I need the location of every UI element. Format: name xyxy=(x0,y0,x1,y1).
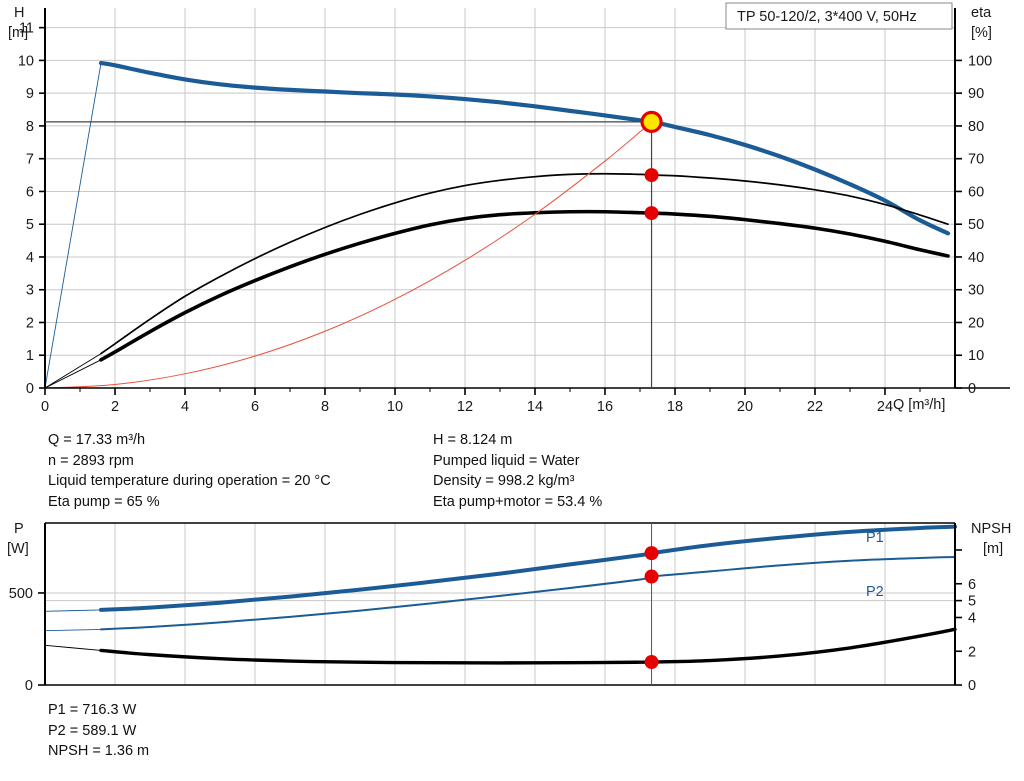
lower-curves xyxy=(44,524,957,665)
duty-info-right-line-1: Pumped liquid = Water xyxy=(433,452,580,469)
svg-text:8: 8 xyxy=(26,119,34,135)
lower-tick-labels: 0 500 0 2 456 xyxy=(9,577,976,694)
svg-text:10: 10 xyxy=(968,348,984,364)
upper-duty-markers xyxy=(45,110,663,388)
svg-text:100: 100 xyxy=(968,53,992,69)
svg-text:0: 0 xyxy=(25,678,33,694)
power-info-line-2: NPSH = 1.36 m xyxy=(48,743,150,759)
duty-info-right-line-0: H = 8.124 m xyxy=(433,432,513,448)
svg-text:70: 70 xyxy=(968,152,984,168)
lower-y-right-unit: [m] xyxy=(983,541,1003,557)
svg-text:1: 1 xyxy=(26,348,34,364)
duty-info-left-line-2: Liquid temperature during operation = 20… xyxy=(48,473,331,489)
upper-axes xyxy=(39,8,1010,395)
svg-text:0: 0 xyxy=(968,381,976,397)
svg-text:10: 10 xyxy=(387,399,403,415)
svg-text:2: 2 xyxy=(26,315,34,331)
duty-info-left-line-3: Eta pump = 65 % xyxy=(48,493,160,510)
svg-text:9: 9 xyxy=(26,86,34,102)
svg-text:90: 90 xyxy=(968,86,984,102)
duty-info-left-line-1: n = 2893 rpm xyxy=(48,452,134,469)
svg-text:7: 7 xyxy=(26,152,34,168)
svg-text:6: 6 xyxy=(968,577,976,593)
lower-y-right-title: NPSH xyxy=(971,521,1011,537)
upper-gridlines xyxy=(45,8,955,388)
curve-label-p1: P1 xyxy=(866,530,884,546)
svg-text:18: 18 xyxy=(667,399,683,415)
svg-text:4: 4 xyxy=(968,611,976,627)
duty-info-right-line-3: Eta pump+motor = 53.4 % xyxy=(433,493,603,510)
svg-text:6: 6 xyxy=(26,184,34,200)
svg-text:5: 5 xyxy=(968,594,976,610)
upper-y-right-unit: [%] xyxy=(971,25,992,41)
svg-text:12: 12 xyxy=(457,399,473,415)
svg-text:10: 10 xyxy=(18,53,34,69)
svg-text:4: 4 xyxy=(181,399,189,415)
svg-text:30: 30 xyxy=(968,283,984,299)
svg-text:80: 80 xyxy=(968,119,984,135)
lower-chart: 0 500 0 2 456 xyxy=(9,522,976,694)
lower-axes xyxy=(38,522,962,686)
svg-text:3: 3 xyxy=(26,283,34,299)
lower-y-left-unit: [W] xyxy=(7,541,29,557)
svg-text:50: 50 xyxy=(968,217,984,233)
duty-info-left-line-0: Q = 17.33 m³/h xyxy=(48,432,146,448)
svg-text:0: 0 xyxy=(26,381,34,397)
svg-text:2: 2 xyxy=(111,399,119,415)
power-info: P1 = 716.3 W P2 = 589.1 W NPSH = 1.36 m xyxy=(48,700,149,762)
lower-duty-markers xyxy=(644,523,659,685)
upper-curves xyxy=(44,60,951,389)
svg-text:500: 500 xyxy=(9,586,33,602)
upper-x-title: Q [m³/h] xyxy=(893,397,945,413)
svg-text:5: 5 xyxy=(26,217,34,233)
svg-text:2: 2 xyxy=(968,644,976,660)
lower-gridlines xyxy=(45,523,955,685)
duty-info-right-line-2: Density = 998.2 kg/m³ xyxy=(433,473,575,489)
upper-y-left-unit: [m] xyxy=(8,25,28,41)
svg-text:16: 16 xyxy=(597,399,613,415)
svg-text:0: 0 xyxy=(41,399,49,415)
svg-text:24: 24 xyxy=(877,399,893,415)
upper-y-right-title: eta xyxy=(971,5,992,21)
svg-text:11: 11 xyxy=(19,21,34,37)
duty-info-left: Q = 17.33 m³/h n = 2893 rpm Liquid tempe… xyxy=(48,430,331,512)
upper-y-left-title: H xyxy=(14,5,24,21)
svg-text:40: 40 xyxy=(968,250,984,266)
svg-text:4: 4 xyxy=(26,250,34,266)
title-box-label: TP 50-120/2, 3*400 V, 50Hz xyxy=(737,9,917,25)
power-info-line-0: P1 = 716.3 W xyxy=(48,702,137,718)
svg-text:60: 60 xyxy=(968,184,984,200)
duty-info-right: H = 8.124 m Pumped liquid = Water Densit… xyxy=(433,430,602,512)
svg-text:20: 20 xyxy=(737,399,753,415)
svg-text:14: 14 xyxy=(527,399,543,415)
svg-text:6: 6 xyxy=(251,399,259,415)
lower-y-left-title: P xyxy=(14,521,24,537)
power-info-line-1: P2 = 589.1 W xyxy=(48,722,137,739)
curve-label-p2: P2 xyxy=(866,584,884,600)
title-box: TP 50-120/2, 3*400 V, 50Hz xyxy=(725,2,953,30)
svg-text:22: 22 xyxy=(807,399,823,415)
svg-text:8: 8 xyxy=(321,399,329,415)
svg-text:0: 0 xyxy=(968,678,976,694)
svg-text:20: 20 xyxy=(968,315,984,331)
